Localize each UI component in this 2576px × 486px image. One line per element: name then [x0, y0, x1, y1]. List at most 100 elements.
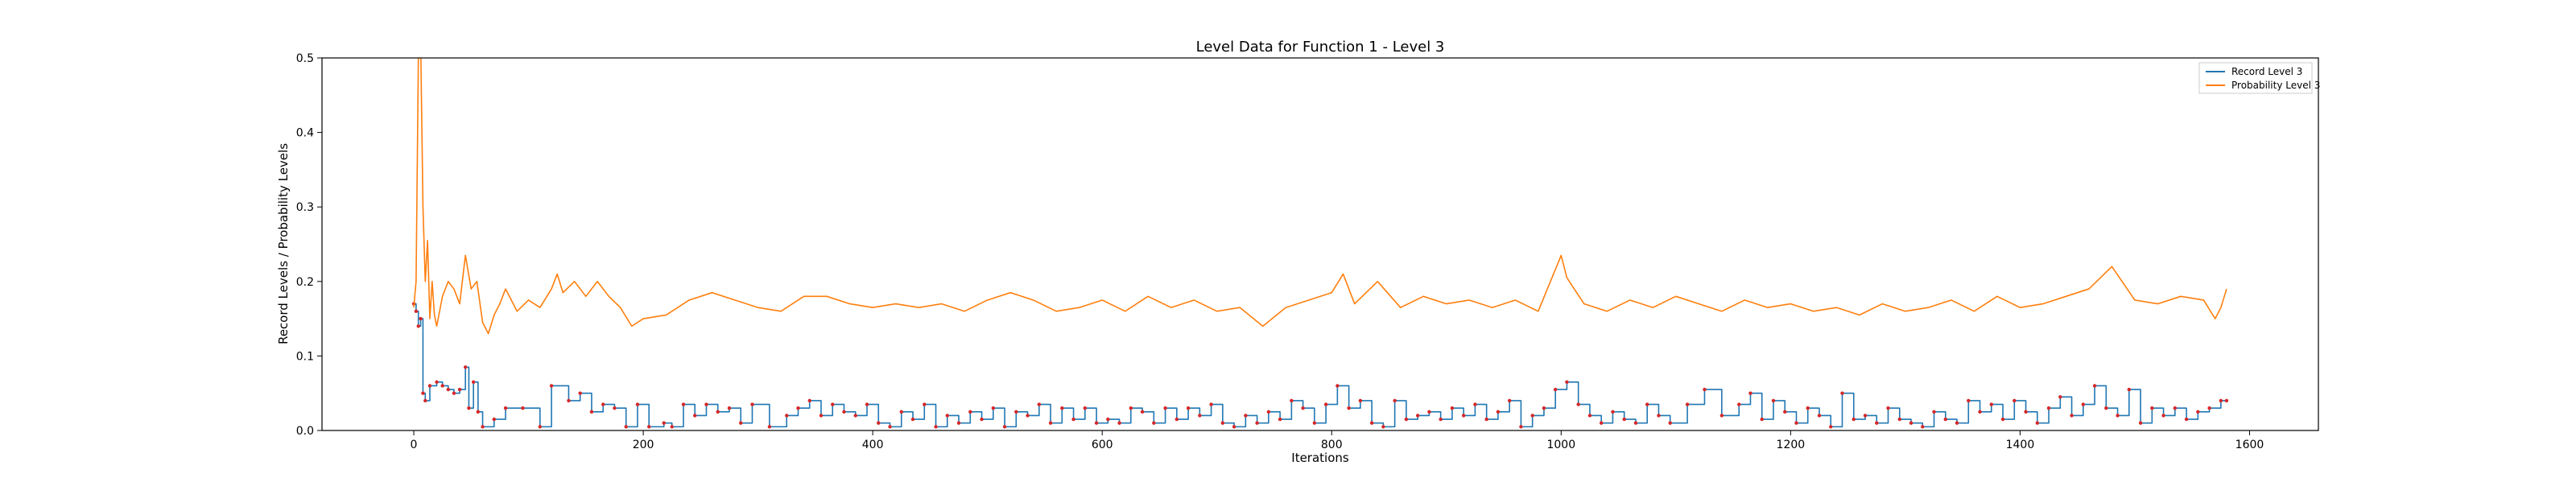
record-point-marker — [476, 410, 481, 414]
record-point-marker — [1829, 425, 1833, 429]
record-point-marker — [1978, 410, 1982, 414]
record-point-marker — [1886, 406, 1890, 410]
record-point-marker — [1174, 417, 1179, 422]
record-point-marker — [1369, 421, 1374, 425]
record-point-marker — [968, 410, 972, 414]
record-point-marker — [1989, 402, 1993, 406]
record-point-marker — [704, 402, 708, 406]
record-point-marker — [2127, 387, 2132, 392]
record-point-marker — [1129, 406, 1133, 410]
record-point-marker — [1909, 421, 1913, 425]
record-point-marker — [1863, 414, 1868, 418]
record-point-marker — [446, 387, 450, 392]
y-tick-label: 0.3 — [296, 201, 314, 214]
record-point-marker — [842, 410, 846, 414]
record-point-marker — [1703, 387, 1707, 392]
record-point-marker — [1163, 406, 1167, 410]
record-point-marker — [567, 398, 571, 403]
record-point-marker — [819, 414, 824, 418]
record-point-marker — [877, 421, 881, 425]
record-point-marker — [888, 425, 892, 429]
record-point-marker — [647, 425, 651, 429]
record-point-marker — [1266, 410, 1271, 414]
record-point-marker — [2150, 406, 2154, 410]
y-tick-label: 0.0 — [296, 425, 314, 438]
y-tick-label: 0.4 — [296, 127, 314, 140]
record-point-marker — [440, 384, 444, 388]
record-point-marker — [1106, 417, 1110, 422]
record-point-marker — [1645, 402, 1649, 406]
record-point-marker — [1496, 410, 1501, 414]
record-point-marker — [1083, 406, 1088, 410]
x-tick-label: 1600 — [2235, 439, 2264, 451]
record-point-marker — [1840, 391, 1844, 395]
record-point-marker — [785, 414, 789, 418]
record-point-marker — [1347, 406, 1351, 410]
record-point-marker — [2081, 402, 2086, 406]
record-point-marker — [423, 398, 427, 403]
record-point-marker — [1771, 398, 1776, 403]
record-point-marker — [1967, 398, 1971, 403]
record-point-marker — [1806, 406, 1810, 410]
record-point-marker — [1599, 421, 1604, 425]
x-tick-label: 0 — [411, 439, 418, 451]
record-point-marker — [1760, 417, 1764, 422]
record-point-marker — [521, 406, 525, 410]
record-point-marker — [1244, 414, 1248, 418]
x-axis-ticks: 0 200 400 600 800 1000 1200 1400 1600 — [411, 430, 2264, 451]
record-point-marker — [2013, 398, 2017, 403]
record-point-marker — [716, 410, 720, 414]
record-point-marker — [1565, 380, 1569, 385]
x-tick-label: 1000 — [1546, 439, 1575, 451]
record-point-marker — [1461, 414, 1466, 418]
x-tick-label: 400 — [862, 439, 884, 451]
record-point-marker — [1232, 425, 1236, 429]
record-point-marker — [1587, 414, 1592, 418]
record-point-marker — [2024, 410, 2028, 414]
record-point-marker — [1094, 421, 1099, 425]
record-point-marker — [1921, 425, 1925, 429]
record-point-marker — [1633, 421, 1638, 425]
legend-label-record: Record Level 3 — [2231, 66, 2302, 77]
x-axis-label: Iterations — [1291, 451, 1349, 465]
record-point-marker — [414, 309, 419, 314]
record-point-marker — [1255, 421, 1259, 425]
record-point-marker — [910, 417, 915, 422]
record-point-marker — [1932, 410, 1936, 414]
record-point-marker — [624, 425, 628, 429]
record-point-marker — [471, 380, 476, 385]
record-point-marker — [1198, 414, 1202, 418]
x-tick-label: 800 — [1321, 439, 1343, 451]
record-point-marker — [853, 414, 857, 418]
record-point-marker — [1473, 402, 1477, 406]
record-point-marker — [2224, 398, 2229, 403]
record-point-marker — [2070, 414, 2074, 418]
record-point-marker — [457, 387, 462, 392]
record-point-marker — [1358, 398, 1363, 403]
record-point-marker — [956, 421, 961, 425]
record-point-marker — [681, 402, 686, 406]
record-point-marker — [1897, 417, 1901, 422]
record-point-marker — [1622, 417, 1626, 422]
record-point-marker — [538, 425, 543, 429]
record-point-marker — [923, 402, 927, 406]
y-axis-ticks: 0.0 0.1 0.2 0.3 0.4 0.5 — [296, 52, 322, 438]
record-point-marker — [693, 414, 697, 418]
record-point-marker — [481, 425, 485, 429]
record-point-marker — [2104, 406, 2108, 410]
record-point-marker — [2000, 417, 2005, 422]
record-point-marker — [2207, 406, 2211, 410]
plot-area — [411, 58, 2229, 429]
record-point-marker — [1542, 406, 1546, 410]
record-point-marker — [727, 406, 732, 410]
record-point-marker — [807, 398, 811, 403]
record-point-marker — [767, 425, 772, 429]
record-point-marker — [1048, 421, 1053, 425]
record-point-marker — [1152, 421, 1156, 425]
record-point-marker — [416, 324, 420, 328]
record-point-marker — [1117, 421, 1121, 425]
record-point-marker — [1071, 417, 1075, 422]
record-point-marker — [1507, 398, 1512, 403]
record-point-marker — [1037, 402, 1042, 406]
